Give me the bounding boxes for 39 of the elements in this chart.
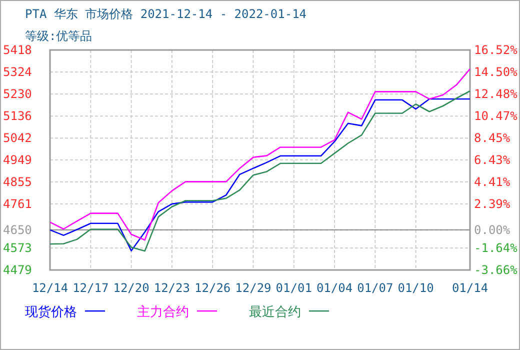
chart-subtitle: 等级:优等品 [25, 29, 92, 43]
y-tick-label: 5418 [3, 43, 32, 57]
x-tick-label: 01/14 [452, 281, 488, 295]
y-tick-label: 5042 [3, 131, 32, 146]
y2-tick-label: -3.66% [474, 263, 518, 277]
y2-tick-label: 16.52% [474, 43, 518, 57]
y2-tick-label: 2.39% [474, 197, 511, 212]
x-tick-label: 12/17 [72, 281, 109, 295]
x-tick-label: 12/23 [154, 281, 190, 295]
legend-label: 现货价格 [25, 305, 77, 320]
x-tick-label: 01/01 [276, 281, 312, 295]
x-tick-label: 12/29 [235, 281, 272, 295]
y-tick-label: 4573 [3, 240, 32, 255]
x-tick-label: 01/04 [316, 281, 353, 295]
x-tick-label: 12/14 [32, 281, 68, 295]
y-tick-label: 4761 [3, 196, 32, 211]
y-tick-label: 4855 [3, 174, 32, 189]
y2-tick-label: 4.41% [474, 175, 511, 190]
x-tick-label: 12/26 [194, 281, 231, 295]
legend-label: 最近合约 [249, 305, 301, 320]
y2-tick-label: 0.00% [474, 223, 511, 238]
y2-tick-label: 6.43% [474, 153, 511, 167]
x-tick-label: 12/20 [113, 281, 150, 295]
y-tick-label: 5230 [3, 87, 32, 102]
y2-tick-label: -1.64% [474, 240, 518, 255]
x-tick-label: 01/10 [398, 281, 434, 295]
line-series [49, 68, 471, 241]
y2-tick-label: 14.50% [474, 65, 518, 80]
y-tick-label: 5324 [3, 65, 32, 80]
x-tick-label: 01/07 [357, 281, 394, 295]
y2-tick-label: 12.48% [474, 87, 518, 102]
y2-tick-label: 10.47% [474, 108, 518, 123]
chart-title: PTA 华东 市场价格 2021-12-14 - 2022-01-14 [25, 7, 307, 21]
y-tick-label: 4949 [3, 152, 32, 167]
legend-label: 主力合约 [137, 304, 189, 320]
y-tick-label: 4479 [3, 263, 32, 277]
y-tick-label: 5136 [3, 109, 32, 124]
y2-tick-label: 8.45% [474, 130, 511, 145]
y-tick-label: 4650 [3, 222, 32, 237]
